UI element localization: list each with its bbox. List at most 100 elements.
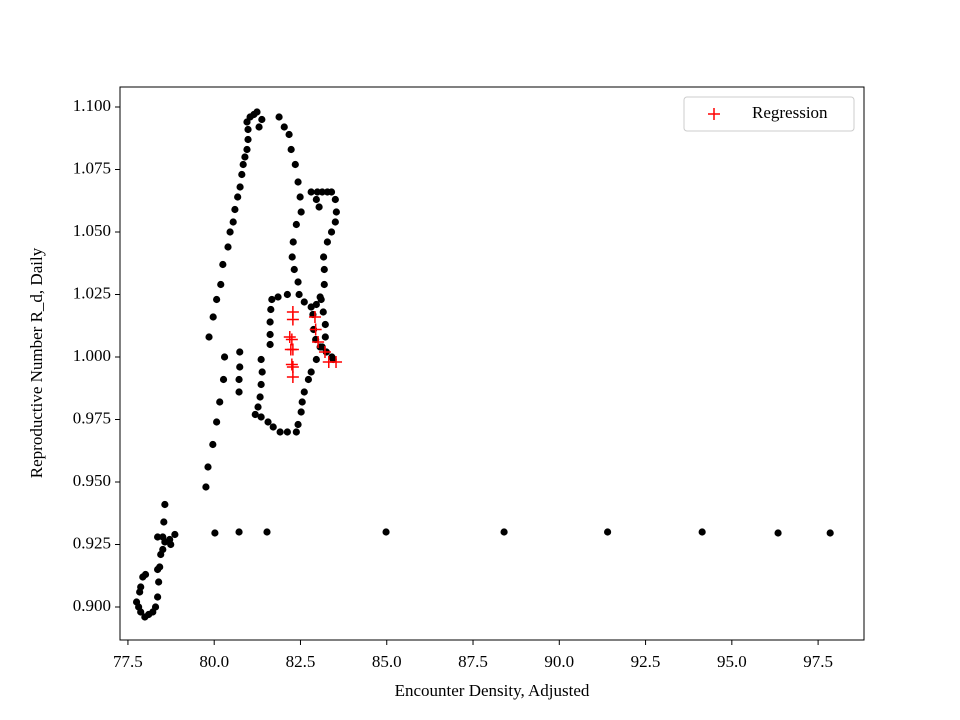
point (263, 528, 271, 536)
point (236, 363, 244, 371)
point (296, 193, 304, 201)
point (151, 603, 160, 611)
point (327, 228, 336, 236)
point (266, 340, 274, 349)
point (159, 545, 167, 554)
y-tick-label: 1.000 (73, 346, 111, 365)
point (226, 228, 234, 236)
point (276, 428, 284, 436)
point (159, 533, 167, 541)
point (202, 483, 210, 491)
point (307, 303, 315, 311)
point (244, 125, 252, 134)
point (327, 188, 336, 196)
point (154, 533, 162, 541)
point (283, 290, 291, 299)
x-tick-label: 82.5 (286, 652, 316, 671)
point (234, 193, 242, 201)
point (266, 318, 274, 326)
point (292, 428, 300, 436)
point (300, 388, 308, 396)
point (604, 528, 612, 536)
point (268, 295, 276, 304)
point (254, 403, 262, 411)
plus-marker (308, 311, 321, 323)
point (243, 145, 251, 154)
point (258, 368, 266, 376)
point (266, 330, 274, 339)
x-tick-label: 85.0 (372, 652, 402, 671)
point (318, 188, 326, 196)
point (235, 375, 243, 384)
y-tick-label: 0.950 (73, 471, 111, 490)
point (320, 265, 328, 274)
point (294, 278, 302, 286)
point (257, 413, 265, 421)
point (321, 333, 329, 341)
point (319, 308, 327, 316)
point (321, 320, 329, 329)
y-tick-label: 1.050 (73, 221, 111, 240)
point (155, 578, 163, 586)
x-tick-label: 92.5 (631, 652, 661, 671)
point (209, 440, 217, 449)
y-tick-label: 0.900 (73, 596, 111, 615)
point (211, 529, 219, 537)
point (312, 195, 320, 204)
point (307, 368, 315, 376)
point (287, 145, 295, 154)
point (235, 528, 243, 536)
point (156, 563, 164, 571)
point (274, 293, 282, 301)
point (257, 355, 265, 364)
point (294, 178, 302, 186)
point (251, 410, 259, 419)
point (219, 260, 227, 269)
point (161, 500, 169, 509)
point (285, 130, 293, 139)
point (216, 398, 224, 406)
point (297, 408, 305, 416)
point (315, 203, 323, 211)
point (220, 353, 229, 361)
plot-area (119, 86, 865, 641)
point (205, 333, 213, 341)
point (319, 253, 328, 261)
x-tick-label: 97.5 (803, 652, 833, 671)
point (382, 528, 390, 536)
x-tick-label: 80.0 (199, 652, 229, 671)
point (167, 540, 175, 549)
point (236, 348, 244, 356)
point (160, 518, 168, 526)
point (229, 218, 237, 226)
y-tick-label: 1.075 (73, 158, 111, 177)
point (264, 418, 272, 426)
point (219, 375, 228, 384)
x-tick-label: 77.5 (113, 652, 143, 671)
y-axis-label: Reproductive Number R_d, Daily (27, 247, 46, 478)
point (204, 463, 212, 471)
y-tick-label: 1.100 (73, 96, 111, 115)
point (256, 393, 264, 401)
point (136, 588, 144, 596)
point (774, 529, 782, 537)
point (209, 313, 217, 321)
point (317, 295, 325, 304)
point (280, 123, 288, 131)
point (331, 218, 339, 226)
point (269, 423, 277, 431)
plus-marker (286, 313, 299, 326)
point (231, 205, 239, 214)
point (298, 398, 306, 406)
plus-marker (286, 371, 299, 383)
x-tick-label: 87.5 (458, 652, 488, 671)
point (213, 295, 221, 304)
y-tick-label: 1.025 (73, 283, 111, 302)
point (238, 170, 246, 179)
legend-label: Regression (752, 103, 828, 122)
point (275, 113, 283, 121)
point (323, 238, 331, 246)
point (235, 388, 243, 396)
point (295, 290, 303, 299)
